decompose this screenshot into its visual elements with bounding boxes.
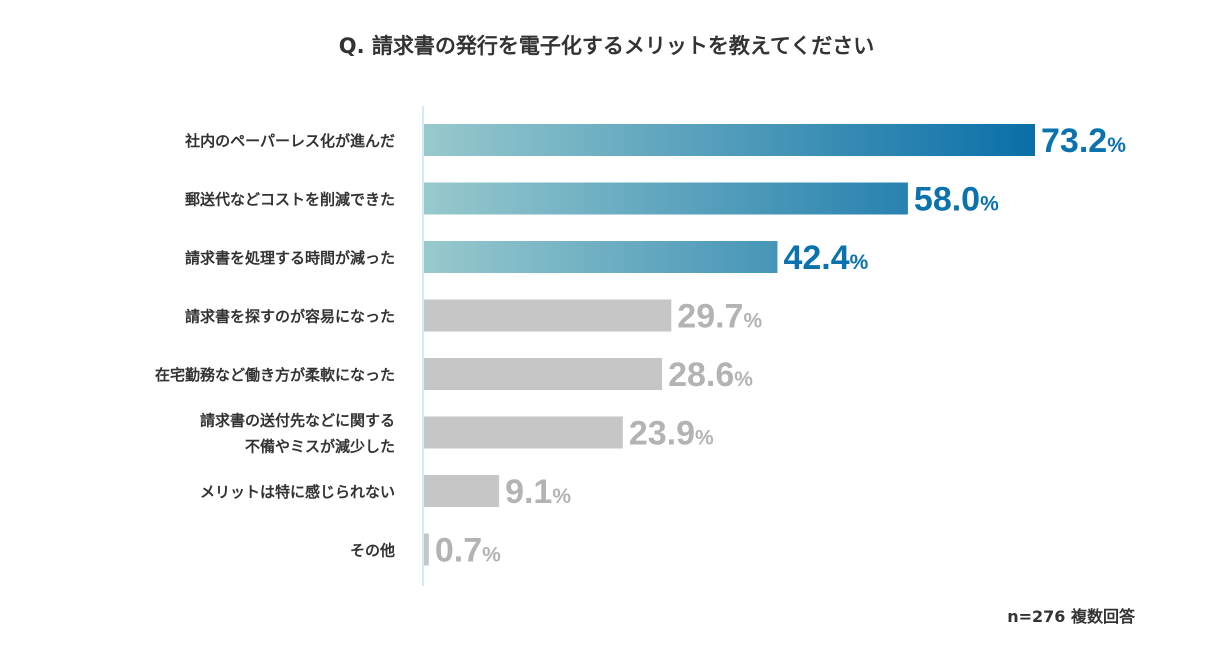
value-label: 58.0% [914,181,999,219]
bar [423,416,623,449]
category-label: 請求書の送付先などに関する不備やミスが減少した [200,412,395,456]
bar [423,182,908,215]
bar [423,358,663,390]
category-label: 在宅勤務など働き方が柔軟になった [155,366,395,384]
bar [423,533,429,566]
bar [423,241,778,273]
category-label: メリットは特に感じられない [200,483,395,501]
bar [423,124,1035,156]
value-label: 28.6% [668,356,753,394]
bar [423,299,672,332]
chart-title: Q. 請求書の発行を電子化するメリットを教えてください [338,34,875,58]
category-label: 請求書を探すのが容易になった [185,308,395,326]
value-label: 73.2% [1041,122,1126,160]
category-label: その他 [350,542,395,560]
value-label: 23.9% [629,415,714,453]
value-label: 9.1% [505,473,571,511]
sample-note: n=276 複数回答 [1007,607,1135,626]
bar [423,475,500,507]
category-label: 請求書を処理する時間が減った [185,249,395,267]
value-label: 42.4% [783,239,868,277]
value-label: 29.7% [677,298,762,336]
category-label: 郵送代などコストを削減できた [185,191,395,209]
value-label: 0.7% [435,532,501,570]
category-label: 社内のペーパーレス化が進んだ [184,132,395,150]
